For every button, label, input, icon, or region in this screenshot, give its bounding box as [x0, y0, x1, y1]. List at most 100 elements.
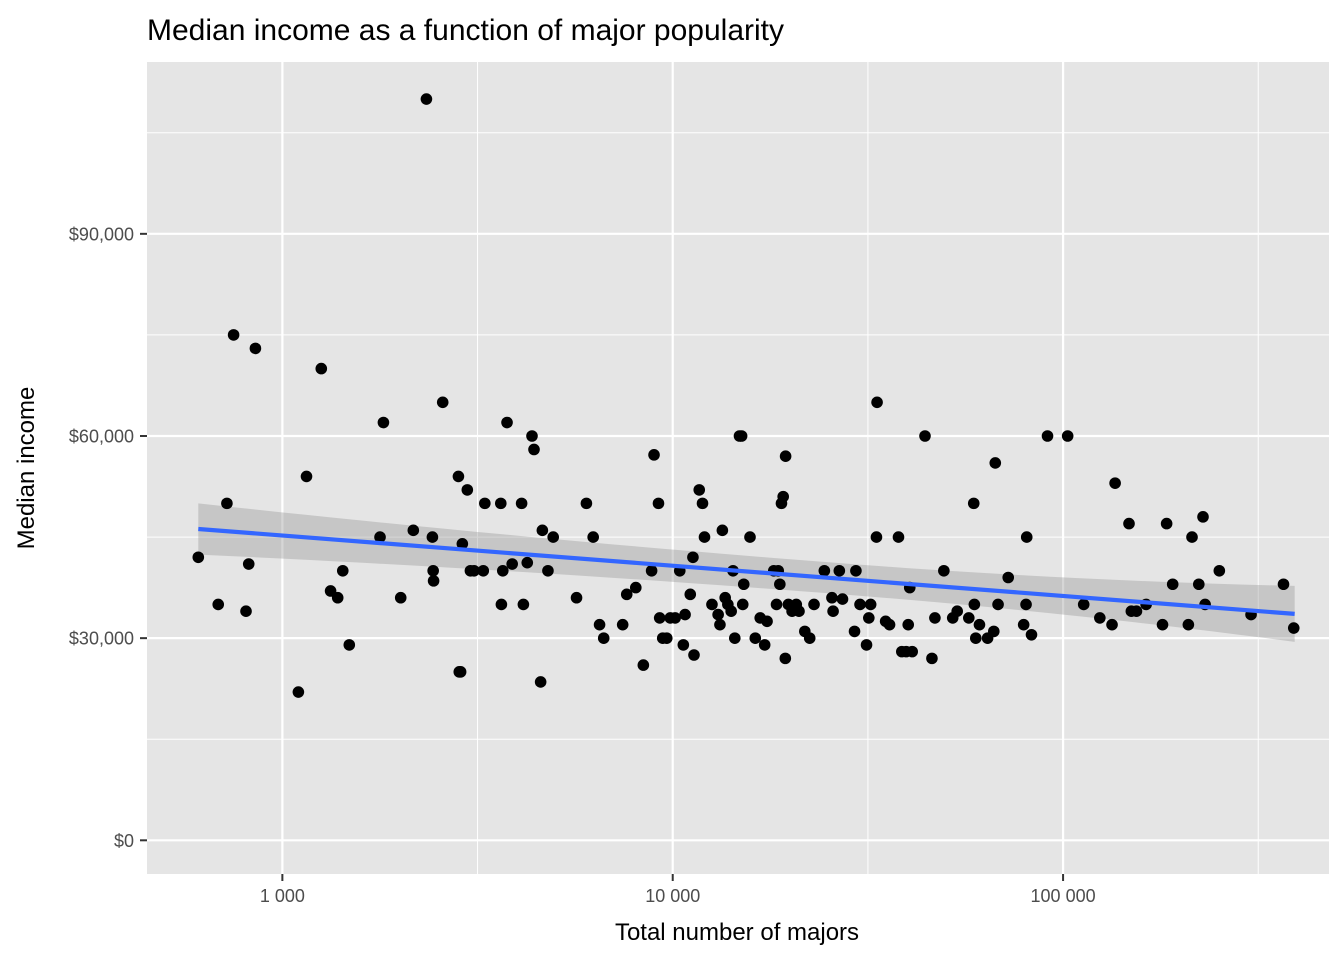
- data-point-150: [1106, 618, 1118, 631]
- data-point-136: [973, 618, 986, 631]
- data-point-46: [570, 591, 583, 604]
- trend-line-layer: [198, 526, 1295, 616]
- data-point-39: [521, 556, 534, 569]
- data-point-126: [919, 430, 931, 442]
- data-point-70: [696, 497, 709, 510]
- data-point-84: [737, 578, 750, 591]
- data-point-144: [1020, 531, 1033, 543]
- data-point-107: [827, 605, 839, 617]
- data-point-133: [967, 497, 980, 510]
- data-point-29: [468, 564, 480, 577]
- data-point-22: [436, 396, 449, 409]
- data-point-109: [836, 593, 849, 605]
- data-point-41: [528, 443, 540, 456]
- data-point-17: [407, 524, 420, 537]
- data-point-73: [712, 608, 724, 621]
- data-point-31: [479, 497, 491, 510]
- data-point-141: [1002, 571, 1015, 584]
- data-point-96: [779, 652, 792, 665]
- data-point-43: [536, 524, 549, 537]
- data-point-131: [951, 605, 964, 617]
- data-point-9: [315, 362, 328, 375]
- data-point-30: [477, 564, 490, 577]
- data-point-44: [542, 564, 554, 577]
- x-axis-title: Total number of majors: [615, 919, 859, 946]
- data-point-6: [249, 342, 262, 355]
- data-point-60: [660, 632, 673, 644]
- data-point-104: [808, 598, 820, 611]
- data-point-164: [1213, 564, 1226, 577]
- data-point-159: [1182, 618, 1195, 631]
- data-point-162: [1197, 511, 1209, 523]
- data-point-65: [679, 608, 691, 621]
- y-tick-label-3: $90,000: [69, 224, 134, 244]
- data-point-35: [501, 416, 513, 429]
- data-point-54: [637, 659, 650, 671]
- data-point-167: [1287, 622, 1300, 634]
- data-point-67: [687, 551, 699, 564]
- y-tick-label-0: $0: [114, 831, 134, 851]
- data-point-0: [192, 551, 205, 564]
- plot-panel: [147, 62, 1329, 874]
- data-point-50: [597, 632, 610, 644]
- data-point-97: [779, 450, 792, 463]
- data-point-160: [1186, 531, 1198, 543]
- data-point-154: [1130, 605, 1143, 617]
- data-point-139: [989, 457, 1002, 469]
- data-point-42: [534, 676, 547, 688]
- data-point-113: [860, 639, 873, 651]
- data-point-15: [377, 416, 390, 429]
- data-point-112: [854, 598, 866, 611]
- data-point-143: [1020, 598, 1032, 611]
- data-point-20: [427, 564, 439, 577]
- data-point-85: [744, 531, 756, 543]
- data-point-103: [803, 632, 816, 644]
- data-point-119: [883, 618, 896, 631]
- data-point-125: [906, 645, 918, 658]
- data-point-19: [426, 531, 439, 543]
- data-point-146: [1041, 430, 1054, 442]
- data-point-166: [1277, 578, 1290, 591]
- data-point-40: [526, 430, 538, 442]
- data-point-142: [1017, 618, 1030, 631]
- data-point-105: [818, 564, 831, 577]
- data-point-12: [336, 564, 349, 577]
- trend-line: [198, 526, 1295, 616]
- data-point-88: [758, 639, 771, 651]
- data-point-64: [677, 639, 690, 651]
- data-point-138: [987, 625, 1000, 638]
- x-tick-label-1: 10 000: [645, 886, 700, 906]
- data-point-57: [652, 497, 665, 510]
- data-point-106: [826, 591, 838, 604]
- data-point-152: [1123, 517, 1135, 530]
- data-point-2: [221, 497, 233, 510]
- data-point-80: [728, 632, 741, 644]
- data-point-140: [992, 598, 1004, 611]
- data-point-72: [706, 598, 718, 611]
- data-point-56: [648, 449, 660, 461]
- chart-title: Median income as a function of major pop…: [147, 14, 784, 47]
- data-point-32: [494, 497, 507, 510]
- data-point-4: [240, 605, 252, 617]
- data-point-23: [452, 470, 465, 483]
- data-point-157: [1160, 517, 1173, 530]
- x-tick-label-0: 1 000: [260, 886, 305, 906]
- data-point-74: [714, 618, 726, 631]
- data-point-145: [1025, 628, 1038, 641]
- data-point-111: [850, 564, 862, 577]
- data-point-93: [774, 578, 786, 591]
- data-point-101: [793, 605, 805, 617]
- data-point-156: [1156, 618, 1169, 631]
- data-point-83: [736, 598, 749, 611]
- data-point-86: [749, 632, 762, 644]
- data-point-161: [1192, 578, 1205, 591]
- data-point-135: [969, 632, 982, 644]
- data-points-layer: [192, 93, 1300, 698]
- data-point-132: [963, 612, 975, 624]
- data-point-115: [864, 598, 877, 611]
- data-point-38: [517, 598, 530, 611]
- grid-minor-lines: [147, 62, 1329, 874]
- y-axis-title: Median income: [13, 387, 40, 550]
- data-point-8: [300, 470, 313, 483]
